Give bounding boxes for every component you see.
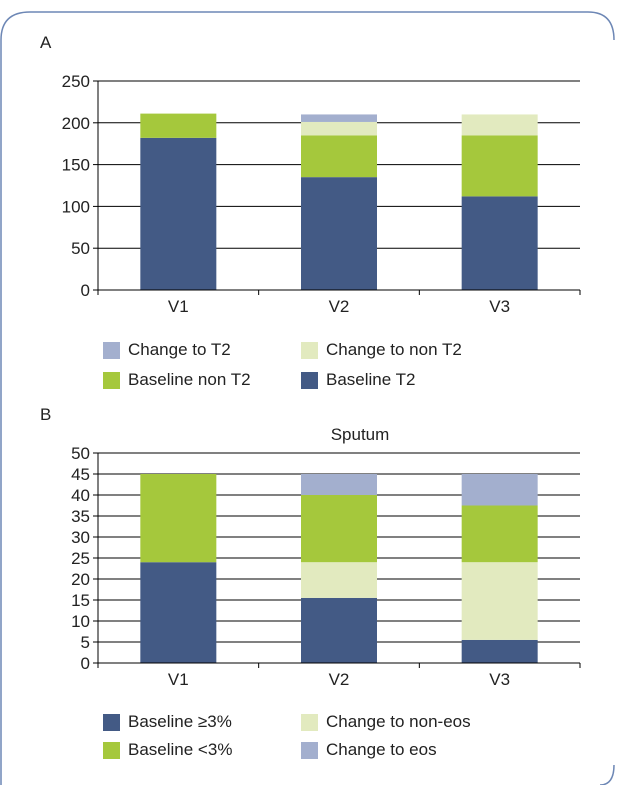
- legend-label: Baseline ≥3%: [128, 712, 232, 731]
- bar-segment: [301, 135, 377, 178]
- x-tick-label: V3: [489, 297, 510, 316]
- bar-segment: [461, 505, 538, 563]
- bar-segment: [461, 114, 538, 136]
- y-tick-label: 0: [81, 654, 90, 673]
- legend-swatch: [103, 341, 120, 359]
- y-tick-label: 50: [71, 239, 90, 258]
- legend-a-baseline-t2: Baseline T2: [301, 370, 415, 390]
- bar-segment: [301, 114, 377, 122]
- legend-label: Change to non T2: [326, 340, 462, 359]
- legend-label: Change to eos: [326, 740, 437, 759]
- x-tick-label: V1: [168, 297, 189, 316]
- bar-segment: [461, 135, 538, 197]
- legend-swatch: [301, 371, 318, 389]
- y-tick-label: 35: [71, 507, 90, 526]
- legend-a-baseline-non-t2: Baseline non T2: [103, 370, 251, 390]
- bar-segment: [140, 113, 217, 138]
- x-tick-label: V3: [489, 670, 510, 689]
- bar-segment: [301, 597, 377, 663]
- bar-segment: [301, 495, 377, 563]
- y-tick-label: 45: [71, 465, 90, 484]
- legend-swatch: [301, 713, 318, 731]
- y-tick-label: 10: [71, 612, 90, 631]
- y-tick-label: 25: [71, 549, 90, 568]
- legend-swatch: [301, 741, 318, 759]
- legend-b-change-to-non-eos: Change to non-eos: [301, 712, 471, 732]
- bar-segment: [140, 562, 217, 663]
- y-tick-label: 40: [71, 486, 90, 505]
- bar-segment: [301, 474, 377, 495]
- legend-label: Baseline T2: [326, 370, 416, 389]
- bar-segment: [140, 474, 217, 563]
- legend-label: Change to non-eos: [326, 712, 471, 731]
- y-tick-label: 30: [71, 528, 90, 547]
- x-tick-label: V1: [168, 670, 189, 689]
- y-tick-label: 200: [62, 114, 90, 133]
- bar-segment: [461, 639, 538, 663]
- legend-b-change-to-eos: Change to eos: [301, 740, 437, 760]
- chart-b-title: Sputum: [330, 425, 390, 444]
- x-tick-label: V2: [329, 297, 350, 316]
- legend-swatch: [103, 713, 120, 731]
- legend-label: Baseline non T2: [128, 370, 251, 389]
- bar-segment: [301, 562, 377, 598]
- legend-swatch: [301, 341, 318, 359]
- y-tick-label: 150: [62, 156, 90, 175]
- y-tick-label: 250: [62, 72, 90, 91]
- chart-a: 0 50 100 150 200 250 V1 V2 V3: [62, 72, 581, 316]
- bar-segment: [301, 121, 377, 136]
- chart-b: 0 5 10 15 20 25 30 35 40 45 50 V1 V2 V3: [71, 444, 581, 689]
- y-tick-label: 5: [81, 633, 90, 652]
- legend-swatch: [103, 741, 120, 759]
- y-tick-label: 0: [81, 281, 90, 300]
- legend-swatch: [103, 371, 120, 389]
- panel-a-label: A: [40, 33, 52, 52]
- y-tick-label: 15: [71, 591, 90, 610]
- legend-b-baseline-lt3: Baseline <3%: [103, 740, 232, 760]
- y-tick-label: 100: [62, 197, 90, 216]
- bar-segment: [461, 562, 538, 640]
- y-tick-label: 20: [71, 570, 90, 589]
- bar-segment: [461, 474, 538, 506]
- bar-segment: [140, 137, 217, 290]
- legend-b-baseline-ge3: Baseline ≥3%: [103, 712, 232, 732]
- bar-segment: [301, 177, 377, 290]
- legend-label: Baseline <3%: [128, 740, 233, 759]
- legend-a-change-to-non-t2: Change to non T2: [301, 340, 462, 360]
- x-tick-label: V2: [329, 670, 350, 689]
- legend-label: Change to T2: [128, 340, 231, 359]
- legend-a-change-to-t2: Change to T2: [103, 340, 231, 360]
- panel-b-label: B: [40, 405, 52, 424]
- y-tick-label: 50: [71, 444, 90, 463]
- bar-segment: [461, 196, 538, 290]
